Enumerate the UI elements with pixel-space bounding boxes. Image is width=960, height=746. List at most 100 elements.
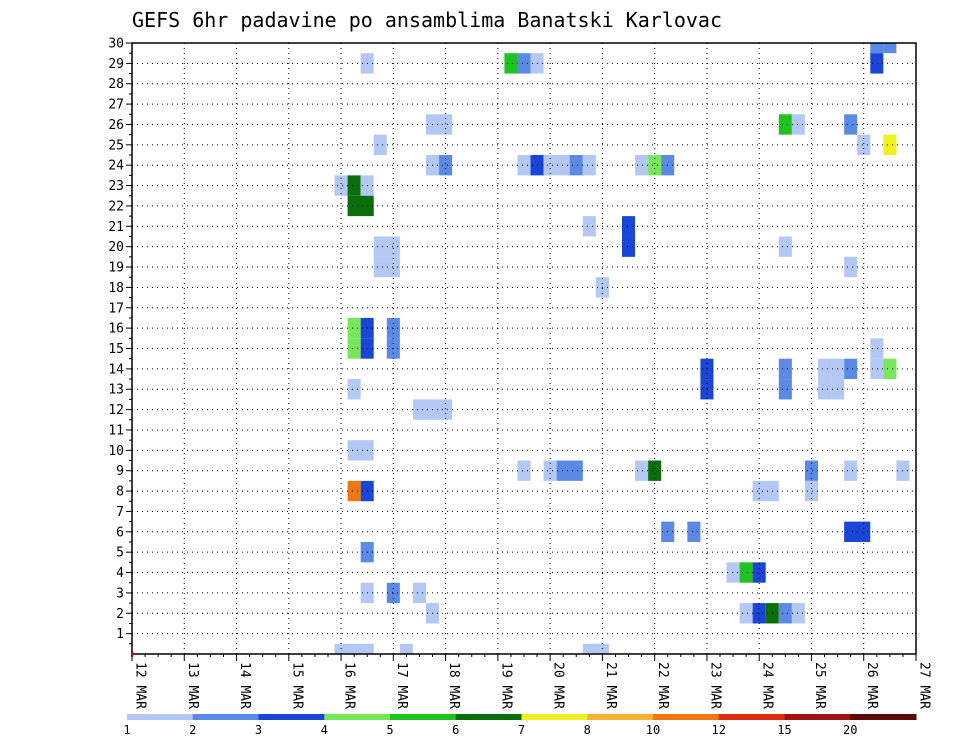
heatmap-cell: [752, 562, 766, 583]
y-tick-label: 23: [108, 179, 124, 194]
legend-label: 3: [255, 723, 262, 737]
y-tick-label: 22: [108, 199, 124, 214]
y-tick-label: 29: [108, 57, 124, 72]
heatmap-cell: [818, 358, 832, 380]
legend-label: 7: [518, 723, 525, 737]
y-tick-label: 5: [116, 546, 124, 561]
x-tick-label: 15 MAR: [289, 662, 304, 709]
y-tick-label: 20: [108, 240, 124, 255]
y-tick-label: 27: [108, 98, 124, 113]
legend-label: 10: [646, 723, 660, 737]
legend-label: 2: [189, 723, 196, 737]
heatmap-cell: [687, 521, 701, 542]
y-tick-label: 6: [116, 525, 124, 540]
heatmap-cell: [347, 440, 374, 461]
legend-label: 4: [321, 723, 328, 737]
heatmap-cell: [870, 43, 884, 54]
x-tick-label: 21 MAR: [603, 662, 618, 709]
heatmap-cell: [778, 603, 792, 624]
heatmap-cell: [778, 358, 792, 380]
legend-label: 20: [843, 723, 857, 737]
heatmap-cell: [373, 134, 387, 156]
heatmap-cell: [582, 155, 596, 176]
y-tick-label: 4: [116, 566, 124, 581]
y-tick-label: 1: [116, 627, 124, 642]
heatmap-cell: [857, 134, 871, 156]
legend-swatch: [718, 714, 785, 720]
heatmap-cell: [543, 460, 557, 481]
heatmap-cell: [870, 338, 884, 359]
heatmap-cell: [739, 562, 753, 583]
x-tick-label: 24 MAR: [760, 662, 775, 709]
heatmap-cell: [334, 643, 374, 654]
heatmap-cell: [517, 53, 531, 74]
heatmap-cell: [622, 216, 636, 237]
legend-swatch: [521, 714, 588, 720]
legend-swatch: [127, 714, 194, 720]
heatmap-cell: [883, 358, 897, 380]
x-tick-label: 13 MAR: [185, 662, 200, 709]
legend-swatch: [653, 714, 720, 720]
legend-swatch: [324, 714, 391, 720]
heatmap-cell: [386, 582, 400, 604]
y-tick-label: 2: [116, 607, 124, 622]
heatmap-cell: [870, 358, 884, 380]
heatmap-cell: [635, 155, 649, 176]
legend-swatch: [784, 714, 851, 720]
y-tick-label: 30: [108, 37, 124, 52]
y-tick-label: 3: [116, 586, 124, 601]
heatmap-cell: [517, 155, 531, 176]
y-tick-label: 26: [108, 118, 124, 133]
heatmap-cell: [556, 460, 583, 481]
legend-label: 8: [584, 723, 591, 737]
heatmap-cell: [569, 155, 583, 176]
y-tick-label: 7: [116, 505, 124, 520]
heatmap-cell: [739, 603, 753, 624]
heatmap-cell: [582, 216, 596, 237]
legend-label: 6: [452, 723, 459, 737]
heatmap-cell: [439, 155, 453, 176]
chart-title: GEFS 6hr padavine po ansamblima Banatski…: [132, 8, 722, 32]
x-tick-label: 26 MAR: [864, 662, 879, 709]
heatmap-cell: [844, 256, 858, 278]
heatmap-cell: [648, 460, 662, 481]
heatmap-cell: [412, 582, 426, 604]
x-tick-label: 27 MAR: [917, 662, 932, 709]
heatmap-cell: [844, 460, 858, 481]
heatmap-cell: [582, 643, 609, 654]
legend-swatch: [258, 714, 325, 720]
y-tick-label: 25: [108, 138, 124, 153]
legend-label: 5: [386, 723, 393, 737]
y-tick-label: 16: [108, 322, 124, 337]
heatmap-cell: [844, 358, 858, 380]
heatmap-cell: [804, 460, 818, 481]
legend-label: 12: [712, 723, 726, 737]
y-tick-label: 24: [108, 159, 124, 174]
heatmap-cell: [778, 236, 792, 257]
heatmap-cells: [334, 43, 910, 654]
y-tick-label: 15: [108, 342, 124, 357]
legend-label: 15: [777, 723, 791, 737]
heatmap-cell: [347, 317, 361, 339]
x-tick-label: 17 MAR: [394, 662, 409, 709]
x-tick-label: 22 MAR: [655, 662, 670, 709]
heatmap-cell: [504, 53, 518, 74]
x-tick-label: 18 MAR: [446, 662, 461, 709]
heatmap-cell: [347, 379, 361, 400]
heatmap-cell: [426, 114, 453, 135]
y-tick-label: 13: [108, 383, 124, 398]
heatmap-cell: [373, 236, 400, 257]
x-tick-label: 23 MAR: [707, 662, 722, 709]
heatmap-cell: [726, 562, 740, 583]
heatmap-cell: [373, 256, 400, 278]
x-axis: 12 MAR 13 MAR 14 MAR 15 MAR 16 MAR 17 MAR 18 M…: [131, 651, 932, 709]
heatmap-cell: [347, 175, 361, 196]
heatmap-cell: [883, 134, 897, 156]
heatmap-cell: [778, 114, 792, 135]
heatmap-cell: [517, 460, 531, 481]
heatmap-cell: [347, 338, 361, 359]
heatmap-cell: [347, 480, 361, 502]
heatmap-cell: [883, 43, 897, 54]
